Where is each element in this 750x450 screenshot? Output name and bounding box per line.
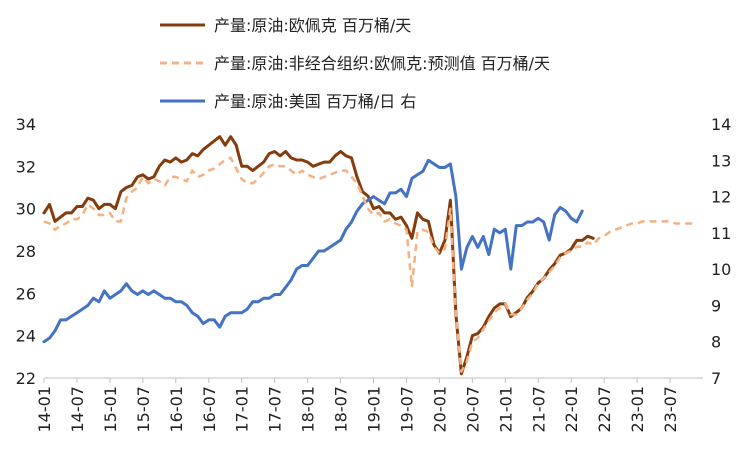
- y-right-tick-label: 11: [711, 224, 731, 243]
- x-tick-label: 21-07: [529, 386, 548, 433]
- x-tick-label: 17-07: [266, 386, 285, 433]
- x-tick-label: 22-01: [562, 386, 581, 433]
- us-series-line: [42, 158, 584, 344]
- legend-item-forecast: 产量:原油:非经合组织:欧佩克:预测值 百万桶/天: [160, 54, 550, 73]
- x-tick-label: 22-07: [595, 386, 614, 433]
- y-left-tick-label: 26: [16, 284, 36, 303]
- legend: 产量:原油:欧佩克 百万桶/天 产量:原油:非经合组织:欧佩克:预测值 百万桶/…: [160, 16, 550, 111]
- x-tick-label: 18-01: [299, 386, 318, 433]
- x-tick-label: 19-07: [397, 386, 416, 433]
- y-left-tick-label: 32: [16, 157, 36, 176]
- x-tick-label: 17-01: [233, 386, 252, 433]
- opec-series-line: [42, 135, 595, 376]
- x-tick-label: 19-01: [365, 386, 384, 433]
- y-right-tick-label: 9: [711, 296, 721, 315]
- legend-label-opec: 产量:原油:欧佩克 百万桶/天: [214, 16, 411, 35]
- forecast-series-line: [43, 156, 698, 373]
- x-tick-label: 14-01: [35, 386, 54, 433]
- x-tick-label: 16-01: [167, 386, 186, 433]
- x-tick-label: 18-07: [332, 386, 351, 433]
- axes: 22 24 26 28 30 32 34 7 8 9 10 11 12 13 14 14-01 14-07 15-…: [16, 115, 732, 433]
- x-tick-label: 15-01: [101, 386, 120, 433]
- x-tick-label: 20-07: [463, 386, 482, 433]
- y-left-tick-label: 22: [16, 369, 36, 388]
- legend-item-opec: 产量:原油:欧佩克 百万桶/天: [160, 16, 411, 35]
- legend-item-us: 产量:原油:美国 百万桶/日 右: [160, 92, 416, 111]
- y-left-tick-label: 34: [16, 115, 36, 134]
- x-tick-label: 16-07: [200, 386, 219, 433]
- x-tick-label: 20-01: [430, 386, 449, 433]
- y-right-tick-label: 12: [711, 188, 731, 207]
- y-right-tick-label: 8: [711, 333, 721, 352]
- x-tick-label: 15-07: [134, 386, 153, 433]
- y-right-tick-label: 14: [711, 115, 731, 134]
- legend-label-us: 产量:原油:美国 百万桶/日 右: [214, 92, 416, 111]
- y-right-tick-label: 7: [711, 369, 721, 388]
- y-right-tick-label: 13: [711, 151, 731, 170]
- series-lines: [42, 135, 698, 376]
- x-tick-label: 23-01: [628, 386, 647, 433]
- y-left-tick-label: 24: [16, 327, 36, 346]
- x-tick-label: 14-07: [68, 386, 87, 433]
- y-right-tick-label: 10: [711, 260, 731, 279]
- x-tick-label: 23-07: [661, 386, 680, 433]
- x-tick-label: 21-01: [496, 386, 515, 433]
- y-left-tick-label: 30: [16, 200, 36, 219]
- y-left-tick-label: 28: [16, 242, 36, 261]
- legend-label-forecast: 产量:原油:非经合组织:欧佩克:预测值 百万桶/天: [214, 54, 550, 73]
